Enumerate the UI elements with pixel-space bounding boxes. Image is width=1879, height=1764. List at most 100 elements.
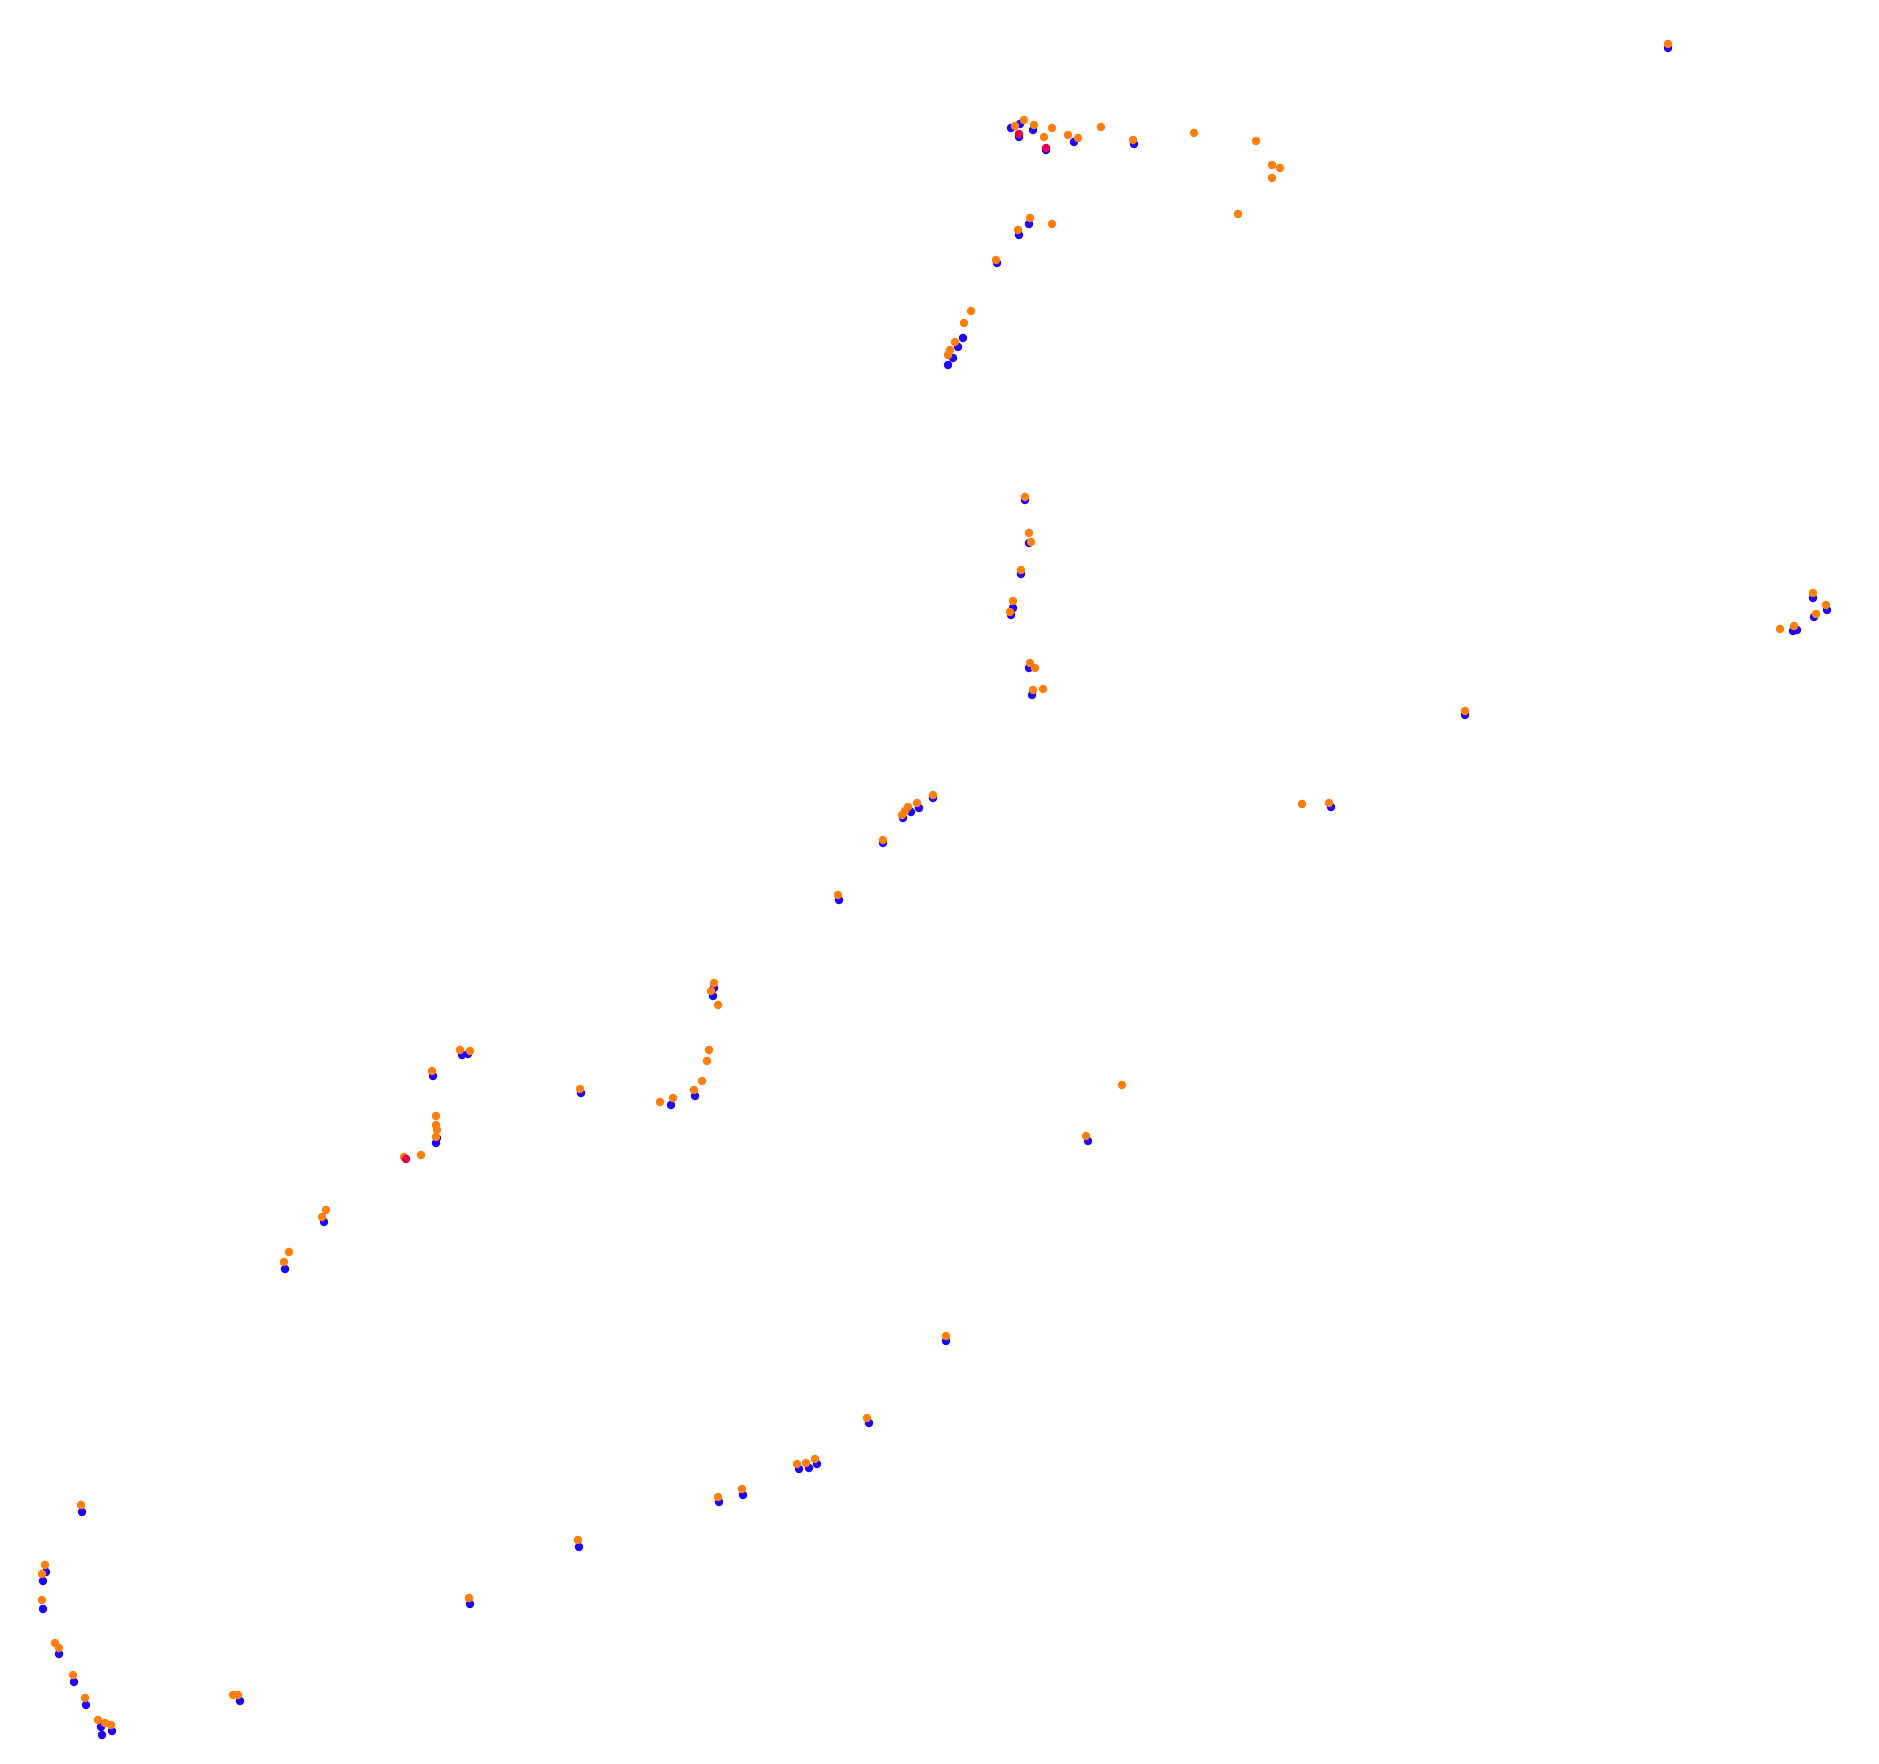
scatter-point: [713, 1000, 723, 1010]
scatter-point: [1029, 120, 1039, 130]
scatter-point: [40, 1560, 50, 1570]
scatter-point: [1063, 130, 1073, 140]
scatter-point: [574, 1542, 584, 1552]
scatter-point: [966, 306, 976, 316]
scatter-point: [1081, 1131, 1091, 1141]
scatter-point: [737, 1484, 747, 1494]
scatter-point: [280, 1264, 290, 1274]
scatter-point: [77, 1507, 87, 1517]
scatter-point: [706, 986, 716, 996]
scatter-point: [704, 1045, 714, 1055]
scatter-point: [464, 1593, 474, 1603]
scatter-point: [1014, 129, 1024, 139]
scatter-point: [76, 1500, 86, 1510]
scatter-point: [68, 1670, 78, 1680]
scatter-point: [1028, 685, 1038, 695]
scatter-point: [801, 1458, 811, 1468]
scatter-point: [431, 1132, 441, 1142]
scatter-point: [1663, 39, 1673, 49]
scatter-point: [792, 1459, 802, 1469]
scatter-point: [93, 1715, 103, 1725]
scatter-point: [666, 1100, 676, 1110]
scatter-point: [38, 1576, 48, 1586]
scatter-point: [1073, 133, 1083, 143]
scatter-point: [317, 1212, 327, 1222]
series-2: [401, 129, 1051, 1164]
scatter-point: [321, 1205, 331, 1215]
scatter-point: [958, 333, 968, 343]
scatter-point: [1233, 209, 1243, 219]
series-1: [37, 39, 1831, 1730]
scatter-point: [1811, 609, 1821, 619]
scatter-point: [432, 1125, 442, 1135]
scatter-point: [1808, 588, 1818, 598]
scatter-point: [54, 1643, 64, 1653]
scatter-point: [1024, 528, 1034, 538]
scatter-point: [1128, 135, 1138, 145]
scatter-point: [1275, 163, 1285, 173]
scatter-point: [950, 337, 960, 347]
scatter-point: [991, 255, 1001, 265]
scatter-point: [37, 1595, 47, 1605]
scatter-point: [97, 1730, 107, 1740]
scatter-point: [1026, 537, 1036, 547]
scatter-point: [1267, 160, 1277, 170]
scatter-point: [401, 1154, 411, 1164]
scatter-point: [897, 810, 907, 820]
scatter-point: [1019, 115, 1029, 125]
scatter-point: [943, 350, 953, 360]
scatter-point: [1251, 136, 1261, 146]
scatter-point: [1047, 219, 1057, 229]
scatter-point: [1041, 143, 1051, 153]
scatter-point: [668, 1093, 678, 1103]
scatter-point: [878, 835, 888, 845]
scatter-point: [465, 1046, 475, 1056]
scatter-point: [1775, 624, 1785, 634]
scatter-point: [1789, 621, 1799, 631]
scatter-point: [1039, 132, 1049, 142]
scatter-point: [1013, 225, 1023, 235]
scatter-point: [455, 1045, 465, 1055]
scatter-point: [416, 1150, 426, 1160]
scatter-point: [689, 1085, 699, 1095]
scatter-point: [1008, 596, 1018, 606]
scatter-point: [69, 1677, 79, 1687]
scatter-point: [862, 1413, 872, 1423]
scatter-point: [1324, 798, 1334, 808]
scatter-point: [80, 1693, 90, 1703]
scatter-point: [431, 1111, 441, 1121]
scatter-point: [1038, 684, 1048, 694]
scatter-point: [279, 1257, 289, 1267]
scatter-point: [233, 1690, 243, 1700]
scatter-point: [1016, 565, 1026, 575]
scatter-point: [1189, 128, 1199, 138]
scatter-point: [106, 1720, 116, 1730]
scatter-point: [912, 798, 922, 808]
scatter-point: [1821, 600, 1831, 610]
scatter-point: [284, 1247, 294, 1257]
scatter-point: [810, 1454, 820, 1464]
scatter-point: [1020, 492, 1030, 502]
scatter-point: [1096, 122, 1106, 132]
scatter-point: [1117, 1080, 1127, 1090]
scatter-point: [959, 318, 969, 328]
scatter-point: [38, 1604, 48, 1614]
scatter-point: [1047, 123, 1057, 133]
scatter-point: [1010, 121, 1020, 131]
scatter-point: [655, 1097, 665, 1107]
scatter-point: [1005, 607, 1015, 617]
scatter-point: [833, 890, 843, 900]
scatter-point: [1460, 706, 1470, 716]
scatter-point: [697, 1076, 707, 1086]
scatter-point: [575, 1084, 585, 1094]
series-layer: [37, 39, 1832, 1740]
scatter-point: [702, 1056, 712, 1066]
scatter-point: [427, 1066, 437, 1076]
scatter-point: [1030, 663, 1040, 673]
scatter-point: [928, 790, 938, 800]
scatter-point: [713, 1492, 723, 1502]
scatter-point: [1267, 173, 1277, 183]
